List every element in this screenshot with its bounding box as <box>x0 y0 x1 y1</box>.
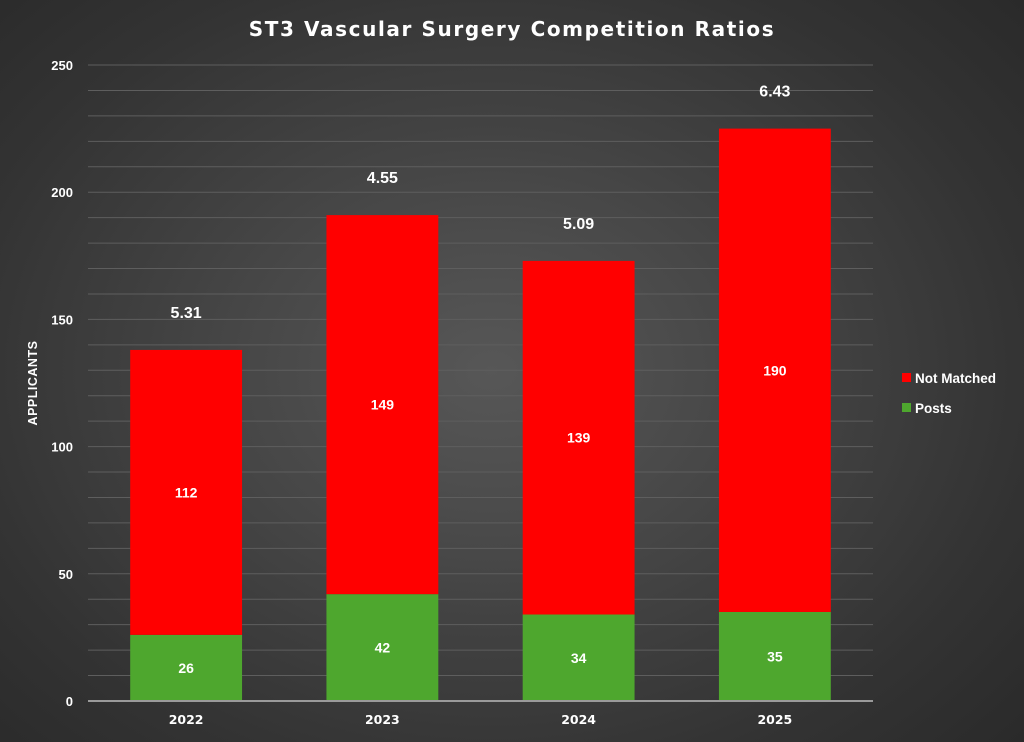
bar-segment-not-matched[interactable] <box>522 260 635 615</box>
ratio-annotation: 6.43 <box>759 84 790 101</box>
y-axis-label: APPLICANTS <box>26 341 40 426</box>
data-label-not-matched: 112 <box>175 484 198 500</box>
bar-segment-not-matched[interactable] <box>326 215 439 595</box>
y-tick-label: 150 <box>51 312 73 327</box>
legend-item-not-matched[interactable]: Not Matched <box>902 371 996 386</box>
data-label-not-matched: 190 <box>763 362 787 378</box>
bar-segment-posts[interactable] <box>326 594 439 701</box>
x-axis-ticks: 2022 2023 2024 2025 <box>169 712 793 727</box>
legend-swatch-posts <box>902 403 911 412</box>
bar-segment-not-matched[interactable] <box>130 349 243 635</box>
legend-label-not-matched: Not Matched <box>915 371 996 386</box>
x-tick-label: 2025 <box>757 712 792 727</box>
ratio-annotation: 5.31 <box>171 305 202 322</box>
y-tick-label: 200 <box>51 185 73 200</box>
data-label-posts: 42 <box>375 640 391 656</box>
bar-segment-not-matched[interactable] <box>718 128 831 612</box>
data-label-posts: 26 <box>178 660 194 676</box>
y-tick-label: 0 <box>66 694 73 709</box>
data-label-not-matched: 139 <box>567 430 591 446</box>
bar-segment-posts[interactable] <box>130 634 243 701</box>
chart-title: ST3 Vascular Surgery Competition Ratios <box>249 17 776 41</box>
ratio-annotation: 4.55 <box>367 170 398 187</box>
y-tick-label: 50 <box>59 567 73 582</box>
legend-swatch-not-matched <box>902 373 911 382</box>
legend-item-posts[interactable]: Posts <box>902 401 952 416</box>
bars: 26 112 5.31 42 149 4.55 34 139 5.09 35 190 6.43 <box>130 84 831 701</box>
y-tick-label: 250 <box>51 58 73 73</box>
legend: Not Matched Posts <box>902 371 996 416</box>
bar-segment-posts[interactable] <box>522 614 635 701</box>
bar-segment-posts[interactable] <box>718 611 831 701</box>
y-tick-label: 100 <box>51 440 73 455</box>
data-label-not-matched: 149 <box>371 397 395 413</box>
y-axis-ticks: 0 50 100 150 200 250 <box>51 58 73 709</box>
data-label-posts: 35 <box>767 648 783 664</box>
data-label-posts: 34 <box>571 650 587 666</box>
x-tick-label: 2022 <box>169 712 204 727</box>
x-tick-label: 2024 <box>561 712 596 727</box>
ratio-annotation: 5.09 <box>563 216 594 233</box>
x-tick-label: 2023 <box>365 712 400 727</box>
legend-label-posts: Posts <box>915 401 952 416</box>
